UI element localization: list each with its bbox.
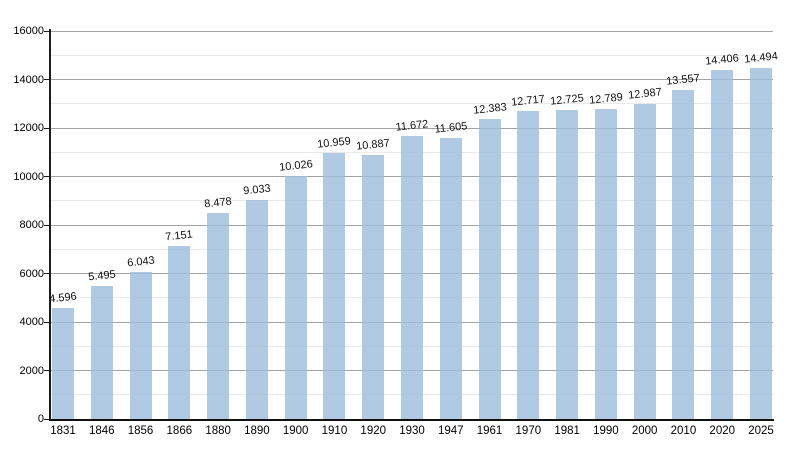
x-tick-label: 1890 (244, 425, 270, 437)
y-axis-tick (44, 79, 50, 80)
bar-2010 (672, 90, 695, 419)
bar-1961 (478, 118, 501, 419)
y-tick-label: 2000 (19, 364, 44, 377)
x-tick-label: 1920 (360, 425, 387, 437)
x-tick-label: 1866 (166, 425, 193, 437)
bar-value-label: 14.406 (704, 51, 740, 68)
bar-value-label: 10.026 (278, 158, 314, 174)
x-tick-label: 1990 (593, 425, 619, 437)
bar-value-label: 5.495 (87, 268, 117, 284)
bar-value-label: 12.987 (627, 86, 663, 102)
x-tick-label: 1981 (554, 425, 580, 437)
bar-value-label: 4.596 (48, 290, 78, 305)
y-axis-tick (44, 273, 50, 274)
bar-value-label: 10.887 (355, 137, 391, 153)
x-tick-label: 1910 (321, 425, 348, 437)
bar-value-label: 12.789 (588, 91, 624, 107)
x-tick-label: 1961 (476, 425, 503, 437)
bar-value-label: 12.725 (549, 92, 585, 109)
bar-1866 (168, 245, 191, 419)
bar-1970 (517, 110, 540, 419)
bar-value-label: 12.383 (472, 100, 507, 117)
bar-1990 (594, 108, 617, 419)
x-tick-label: 1900 (282, 425, 309, 437)
x-tick-label: 1880 (205, 425, 231, 437)
y-gridline-minor (50, 54, 773, 56)
x-tick-label: 2010 (670, 425, 697, 437)
y-tick-label: 0 (37, 413, 44, 425)
x-axis-line (49, 418, 774, 421)
x-tick-label: 1970 (515, 425, 542, 437)
bar-value-label: 7.151 (165, 228, 194, 243)
bar-value-label: 14.494 (743, 49, 779, 66)
y-axis-tick (44, 127, 50, 129)
bar-value-label: 6.043 (126, 255, 155, 270)
y-tick-label: 4000 (19, 316, 44, 328)
x-tick-label: 1947 (437, 425, 464, 437)
x-tick-label: 2025 (748, 425, 774, 437)
y-tick-label: 10000 (13, 170, 44, 183)
x-tick-label: 1846 (88, 425, 115, 437)
x-tick-label: 1930 (399, 425, 425, 437)
y-tick-label: 8000 (19, 219, 44, 231)
bar-1831 (52, 307, 74, 419)
y-tick-label: 16000 (13, 25, 44, 37)
bar-1880 (207, 213, 230, 419)
bar-value-label: 9.033 (242, 182, 272, 198)
bar-1910 (323, 153, 346, 419)
x-tick-label: 1831 (50, 425, 76, 437)
x-tick-label: 1856 (127, 425, 154, 437)
y-gridline-minor (50, 103, 773, 105)
bar-2025 (750, 67, 772, 419)
bar-1890 (245, 199, 268, 419)
y-axis-tick (44, 224, 50, 226)
bar-1900 (284, 175, 307, 419)
bar-1947 (439, 137, 462, 419)
bar-1846 (90, 285, 113, 419)
y-axis-tick (44, 370, 50, 371)
bar-value-label: 11.605 (433, 119, 468, 136)
y-axis-line (49, 29, 51, 420)
bar-1856 (129, 272, 152, 419)
bar-2000 (633, 104, 656, 419)
bar-value-label: 13.557 (666, 72, 701, 88)
y-axis-tick (44, 418, 50, 420)
bar-1920 (362, 154, 385, 419)
bar-2020 (711, 69, 734, 419)
x-tick-label: 2000 (631, 425, 658, 437)
bar-value-label: 12.717 (510, 92, 546, 109)
x-tick-label: 2020 (709, 425, 736, 437)
y-axis-tick (44, 30, 50, 32)
y-gridline-major (50, 30, 773, 32)
bar-value-label: 11.672 (395, 118, 429, 134)
y-gridline-major (50, 79, 773, 80)
y-tick-label: 14000 (13, 73, 44, 86)
bar-1930 (401, 135, 423, 419)
bar-value-label: 10.959 (317, 135, 352, 151)
y-axis-tick (44, 176, 50, 177)
bar-1981 (556, 110, 579, 419)
y-tick-label: 6000 (19, 267, 44, 280)
y-tick-label: 12000 (13, 122, 44, 134)
bar-value-label: 8.478 (203, 196, 233, 211)
y-axis-tick (44, 321, 50, 323)
